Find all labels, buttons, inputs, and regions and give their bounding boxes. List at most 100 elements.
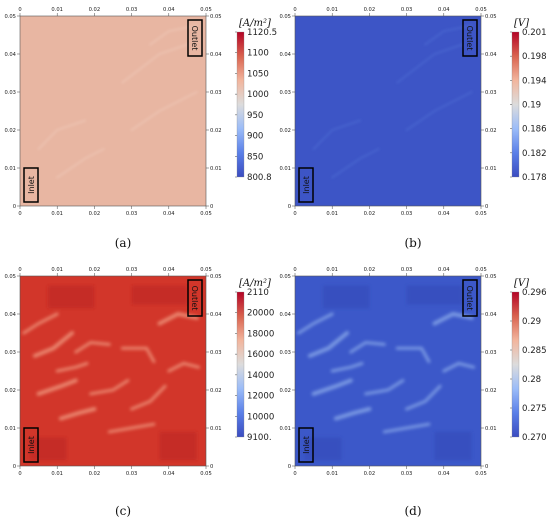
panel-b-svg: 000.010.010.020.020.030.030.040.040.050.… bbox=[279, 7, 547, 217]
y-tick-label-right: 0.02 bbox=[485, 128, 497, 134]
y-tick-label-right: 0.04 bbox=[485, 52, 497, 58]
x-tick-label-bottom: 0.01 bbox=[326, 211, 338, 217]
x-tick-label-bottom: 0.02 bbox=[364, 471, 376, 477]
colorbar-unit: [V] bbox=[514, 18, 529, 29]
x-tick-label-bottom: 0.02 bbox=[364, 211, 376, 217]
y-tick-label-right: 0 bbox=[210, 204, 213, 210]
x-tick-label-top: 0.02 bbox=[89, 267, 101, 273]
y-tick-label-left: 0.03 bbox=[279, 90, 291, 96]
x-tick-label-top: 0.04 bbox=[438, 7, 450, 13]
y-tick-label-left: 0.02 bbox=[279, 388, 291, 394]
y-tick-label-left: 0.05 bbox=[4, 274, 16, 280]
colorbar bbox=[236, 31, 245, 178]
y-tick-label-left: 0 bbox=[13, 464, 16, 470]
x-tick-label-bottom: 0.01 bbox=[326, 471, 338, 477]
y-tick-label-right: 0.03 bbox=[485, 350, 497, 356]
y-tick-label-right: 0.03 bbox=[485, 90, 497, 96]
contour-streaks bbox=[37, 24, 198, 179]
colorbar-tick-label: 0.270 bbox=[522, 433, 547, 443]
x-tick-label-bottom: 0 bbox=[18, 471, 21, 477]
colorbar-tick-label: 18000 bbox=[247, 329, 274, 339]
panel-a: 0 0 0.01 0.01 0.02 0.02 0.03 0.03 0.04 0.04 0.05 0.… bbox=[0, 0, 277, 260]
y-tick-label-right: 0.03 bbox=[210, 350, 222, 356]
inlet-label: Inlet bbox=[27, 176, 36, 194]
colorbar-tick-label: 800.8 bbox=[247, 173, 272, 183]
y-tick-label-left: 0.04 bbox=[4, 52, 16, 58]
x-tick-label-bottom: 0.01 bbox=[51, 471, 63, 477]
x-tick-label-top: 0.02 bbox=[364, 267, 376, 273]
colorbar-unit: [A/m²] bbox=[239, 278, 271, 289]
panel-d-svg: 000.010.010.020.020.030.030.040.040.050.… bbox=[279, 267, 547, 477]
colorbar-tick-label: 16000 bbox=[247, 350, 274, 360]
x-tick-label-bottom: 0.03 bbox=[126, 471, 138, 477]
colorbar-tick-label: 1050 bbox=[247, 69, 269, 79]
x-tick-label-bottom: 0.05 bbox=[200, 211, 212, 217]
x-tick-label-bottom: 0.01 bbox=[51, 211, 63, 217]
colorbar-tick-label: 0.178 bbox=[522, 173, 547, 183]
colorbar-tick-label: 950 bbox=[247, 111, 263, 121]
x-tick-label-top: 0.03 bbox=[126, 7, 138, 13]
y-tick-label-left: 0 bbox=[13, 204, 16, 210]
colorbar-tick-label: 20000 bbox=[247, 309, 274, 319]
colorbar-tick-label: 0.201 bbox=[522, 28, 547, 38]
x-tick-label-bottom: 0.02 bbox=[89, 471, 101, 477]
y-tick-label-right: 0.01 bbox=[485, 426, 497, 432]
y-tick-label-left: 0.01 bbox=[279, 166, 291, 172]
x-tick-label-top: 0.03 bbox=[401, 267, 413, 273]
y-tick-label-right: 0.01 bbox=[210, 166, 222, 172]
x-tick-label-top: 0.03 bbox=[126, 267, 138, 273]
y-tick-label-left: 0.02 bbox=[4, 388, 16, 394]
x-tick-label-top: 0.05 bbox=[200, 7, 212, 13]
x-tick-label-bottom: 0.02 bbox=[89, 211, 101, 217]
panel-d: 0 0 0.01 0.01 0.02 0.02 0.03 0.03 0.04 0.04 0.05 0.… bbox=[275, 260, 550, 520]
x-tick-label-top: 0.04 bbox=[163, 267, 175, 273]
x-tick-label-top: 0.02 bbox=[364, 7, 376, 13]
x-tick-label-top: 0.02 bbox=[89, 7, 101, 13]
x-tick-label-top: 0.04 bbox=[163, 7, 175, 13]
colorbar-tick-label: 0.29 bbox=[522, 317, 541, 327]
y-tick-label-right: 0 bbox=[210, 464, 213, 470]
y-tick-label-right: 0.02 bbox=[210, 388, 222, 394]
y-tick-label-right: 0.02 bbox=[210, 128, 222, 134]
x-tick-label-bottom: 0.03 bbox=[401, 211, 413, 217]
x-tick-label-top: 0.01 bbox=[326, 7, 338, 13]
x-tick-label-bottom: 0.05 bbox=[200, 471, 212, 477]
y-tick-label-left: 0.05 bbox=[4, 14, 16, 20]
y-tick-label-right: 0.05 bbox=[210, 14, 222, 20]
x-tick-label-bottom: 0.05 bbox=[475, 211, 487, 217]
x-tick-label-top: 0.05 bbox=[200, 267, 212, 273]
x-tick-label-bottom: 0.04 bbox=[163, 211, 175, 217]
colorbar-tick-label: 1100 bbox=[247, 49, 269, 59]
y-tick-label-right: 0.02 bbox=[485, 388, 497, 394]
x-tick-label-bottom: 0 bbox=[18, 211, 21, 217]
caption-a: (a) bbox=[114, 236, 132, 250]
x-tick-label-top: 0 bbox=[18, 7, 21, 13]
colorbar-unit: [V] bbox=[514, 278, 529, 289]
y-tick-label-left: 0.04 bbox=[4, 312, 16, 318]
plot-frame bbox=[19, 15, 207, 207]
x-tick-label-top: 0.05 bbox=[475, 267, 487, 273]
x-tick-label-top: 0.01 bbox=[51, 7, 63, 13]
x-tick-label-bottom: 0.05 bbox=[475, 471, 487, 477]
y-tick-label-right: 0.03 bbox=[210, 90, 222, 96]
colorbar-tick-label: 10000 bbox=[247, 412, 274, 422]
colorbar-unit: [A/m²] bbox=[239, 18, 271, 29]
inlet-box bbox=[298, 427, 314, 463]
y-tick-label-left: 0.02 bbox=[279, 128, 291, 134]
y-tick-label-left: 0.03 bbox=[4, 90, 16, 96]
plot-frame bbox=[294, 15, 482, 207]
y-tick-label-left: 0.03 bbox=[4, 350, 16, 356]
y-tick-label-left: 0.04 bbox=[279, 52, 291, 58]
x-tick-label-top: 0.01 bbox=[51, 267, 63, 273]
inlet-label: Inlet bbox=[302, 436, 311, 454]
inlet-box bbox=[23, 427, 39, 463]
inlet-box bbox=[23, 167, 39, 203]
y-tick-label-left: 0.03 bbox=[279, 350, 291, 356]
x-tick-label-bottom: 0 bbox=[293, 211, 296, 217]
colorbar-tick-label: 0.19 bbox=[522, 101, 541, 111]
inlet-label: Inlet bbox=[27, 436, 36, 454]
panel-b: 0 0 0.01 0.01 0.02 0.02 0.03 0.03 0.04 0.04 0.05 0.… bbox=[275, 0, 550, 260]
y-tick-label-right: 0.05 bbox=[210, 274, 222, 280]
colorbar-tick-label: 0.275 bbox=[522, 404, 547, 414]
x-tick-label-top: 0 bbox=[293, 267, 296, 273]
